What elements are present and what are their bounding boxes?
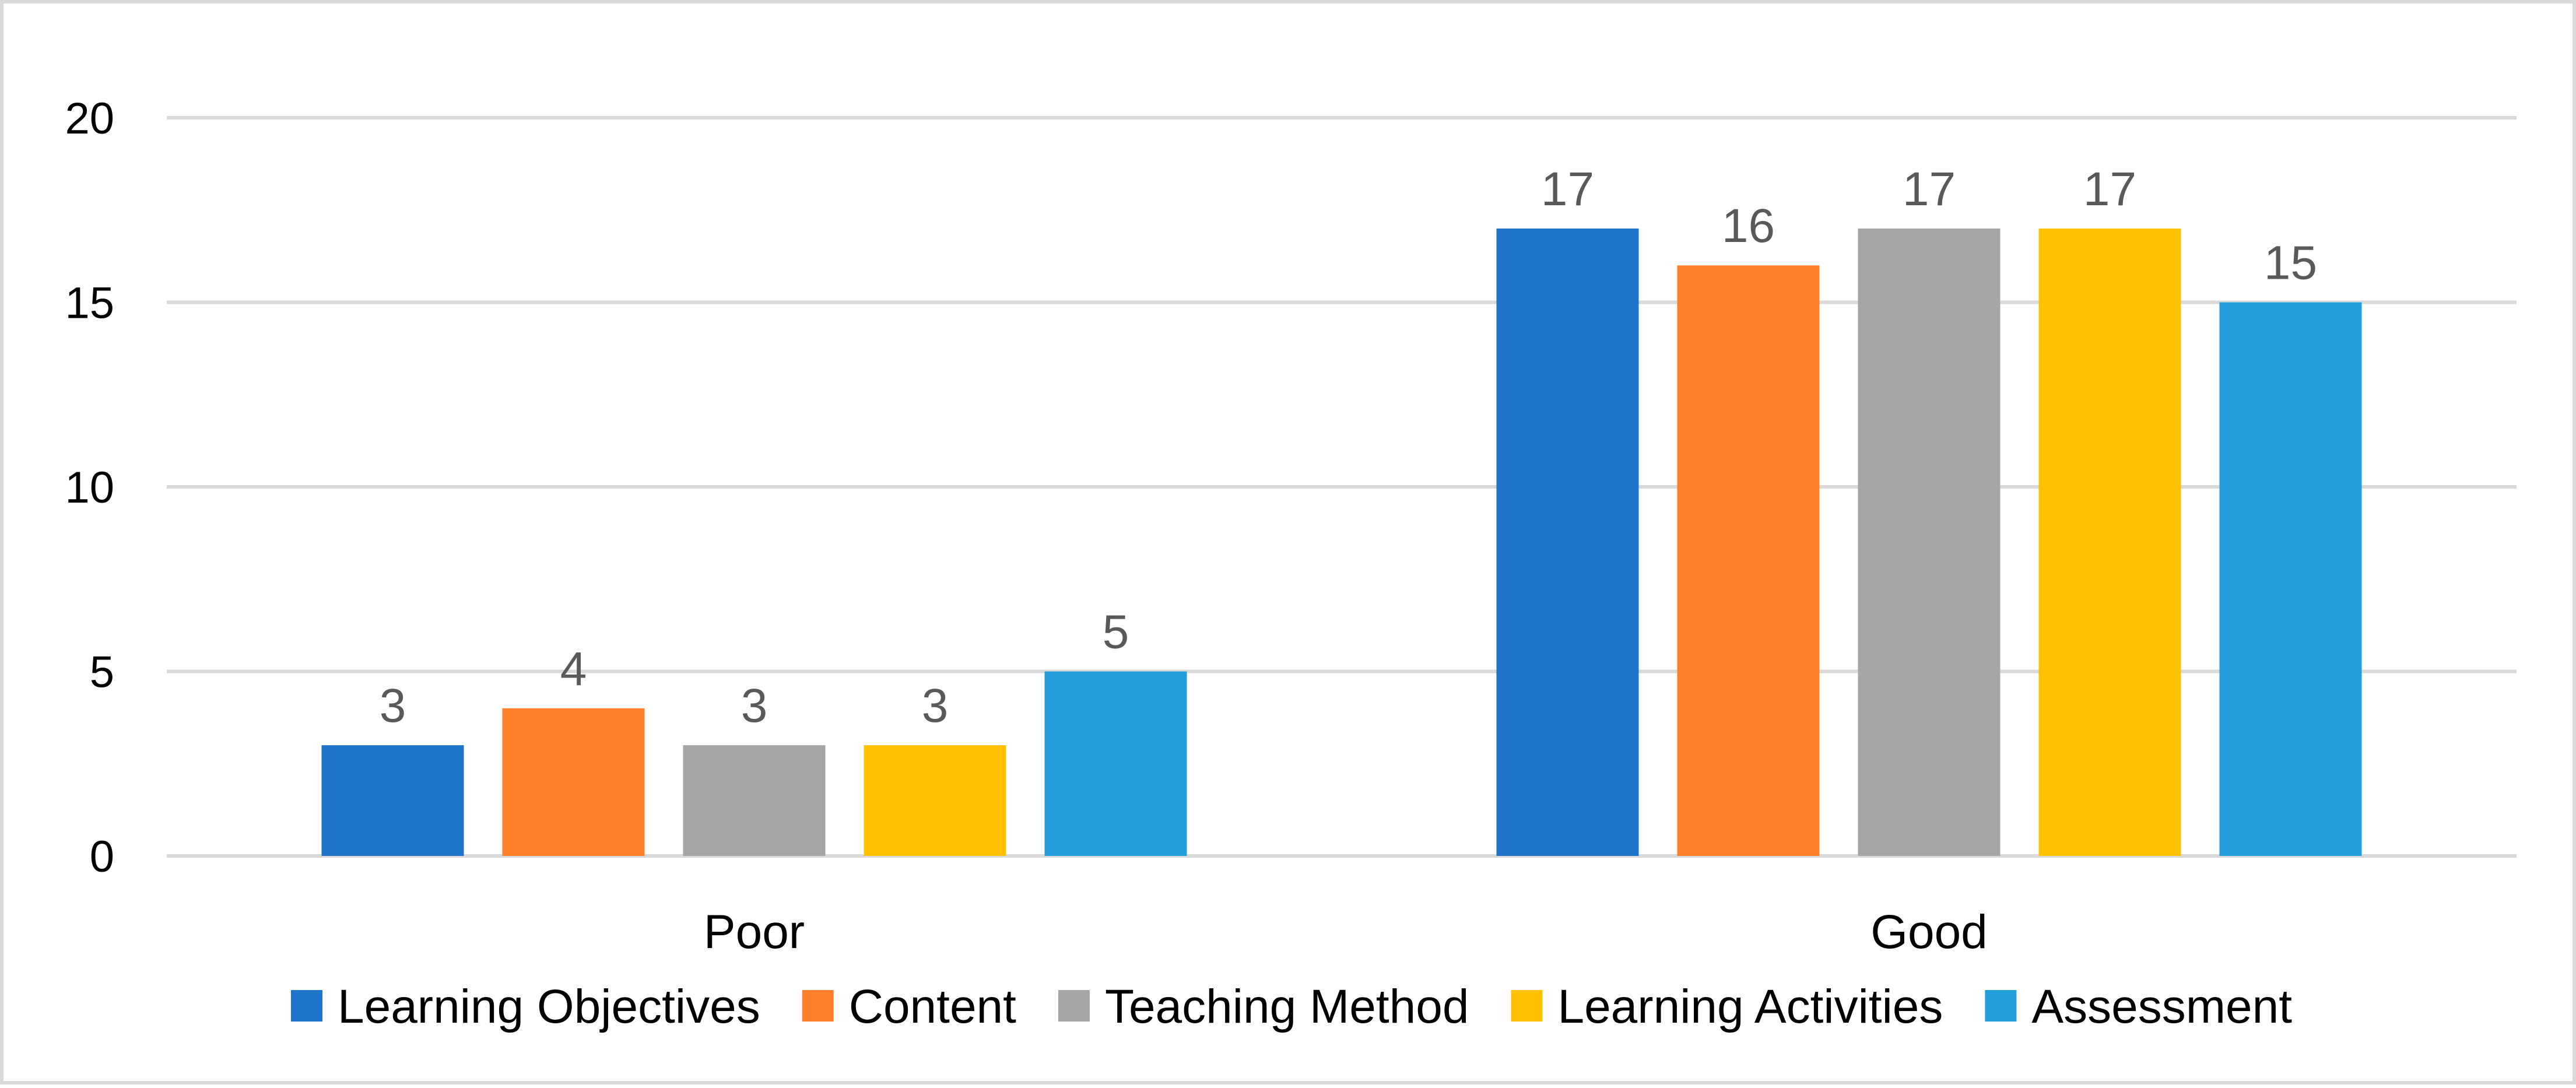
bar-chart: 0 5 10 15 20 3 4 3 3 5 17 16 17 17 15 Poor Good Learni… [65, 94, 2517, 1033]
data-label: 5 [1103, 606, 1129, 659]
bar [321, 745, 464, 856]
x-category-label: Good [1870, 906, 1988, 959]
data-label: 16 [1722, 199, 1775, 252]
legend-swatch [1985, 990, 2017, 1022]
bars [321, 228, 2362, 856]
legend-swatch [290, 990, 322, 1022]
y-tick-label: 10 [65, 463, 114, 513]
y-tick-label: 0 [90, 832, 114, 882]
bar [683, 745, 826, 856]
legend: Learning Objectives Content Teaching Metho… [290, 980, 2292, 1033]
bar [864, 745, 1006, 856]
data-label: 17 [1903, 163, 1956, 216]
legend-swatch [1511, 990, 1543, 1022]
x-category-label: Poor [704, 906, 805, 959]
bar [2038, 228, 2181, 856]
x-axis-categories: Poor Good [704, 906, 1988, 959]
bar [1677, 265, 1820, 856]
y-axis-ticks: 0 5 10 15 20 [65, 94, 114, 882]
y-tick-label: 20 [65, 94, 114, 143]
data-labels: 3 4 3 3 5 17 16 17 17 15 [380, 163, 2317, 732]
data-label: 3 [741, 679, 768, 732]
bar [502, 708, 645, 856]
bar [1496, 228, 1639, 856]
legend-label: Assessment [2031, 980, 2292, 1033]
legend-label: Content [849, 980, 1016, 1033]
y-tick-label: 15 [65, 279, 114, 328]
legend-label: Learning Objectives [338, 980, 760, 1033]
data-label: 3 [922, 679, 949, 732]
bar [1858, 228, 2001, 856]
data-label: 17 [1541, 163, 1594, 216]
legend-label: Learning Activities [1557, 980, 1943, 1033]
legend-swatch [1058, 990, 1090, 1022]
y-tick-label: 5 [90, 648, 114, 697]
bar [1044, 671, 1187, 856]
data-label: 4 [560, 643, 587, 696]
legend-swatch [802, 990, 834, 1022]
data-label: 3 [380, 679, 406, 732]
bar [2219, 302, 2362, 856]
data-label: 17 [2083, 163, 2136, 216]
legend-label: Teaching Method [1105, 980, 1469, 1033]
data-label: 15 [2264, 237, 2317, 290]
